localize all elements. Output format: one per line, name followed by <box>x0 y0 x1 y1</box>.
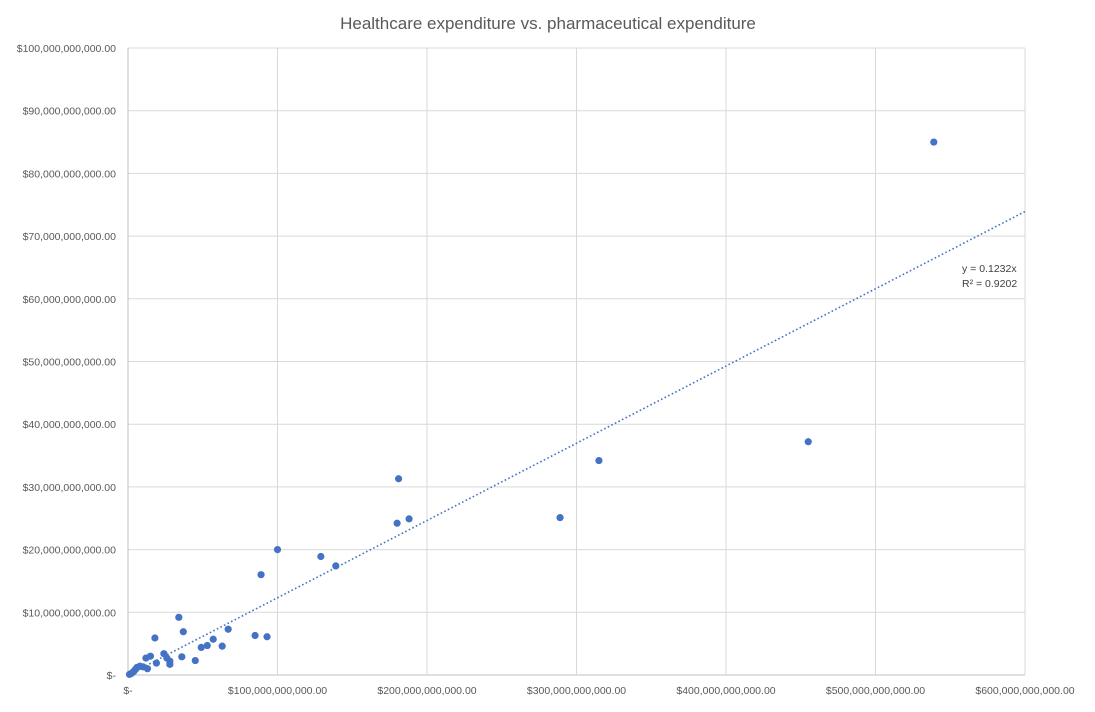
data-point <box>151 634 159 642</box>
data-point <box>197 643 205 652</box>
trendline-r-squared: R² = 0.9202 <box>962 278 1017 290</box>
data-point <box>218 642 226 650</box>
data-point <box>160 650 168 658</box>
x-tick-label: $- <box>123 685 133 697</box>
data-point <box>556 514 564 522</box>
trendline-equation: y = 0.1232x <box>962 263 1017 275</box>
data-point <box>317 552 325 561</box>
y-tick-label: $70,000,000,000.00 <box>23 231 117 243</box>
x-tick-label: $100,000,000,000.00 <box>228 685 327 697</box>
y-tick-label: $90,000,000,000.00 <box>23 106 117 118</box>
x-tick-label: $600,000,000,000.00 <box>975 685 1074 697</box>
data-point <box>257 571 265 579</box>
y-tick-label: $- <box>107 670 117 682</box>
y-tick-label: $50,000,000,000.00 <box>23 357 117 369</box>
data-point <box>142 654 150 662</box>
data-point <box>224 625 232 633</box>
y-tick-label: $80,000,000,000.00 <box>23 168 117 180</box>
data-point <box>394 475 403 483</box>
trendline <box>127 210 1026 676</box>
data-point <box>209 635 217 643</box>
data-point <box>178 653 186 661</box>
data-point <box>393 519 401 527</box>
data-point <box>930 138 938 146</box>
data-point <box>332 562 340 570</box>
data-point <box>152 659 161 667</box>
x-tick-label: $400,000,000,000.00 <box>676 685 775 697</box>
x-tick-label: $300,000,000,000.00 <box>527 685 626 697</box>
data-point <box>191 656 199 665</box>
data-points <box>125 138 938 678</box>
data-point <box>263 633 271 641</box>
y-tick-label: $60,000,000,000.00 <box>23 294 117 306</box>
data-point <box>273 546 282 554</box>
data-point <box>804 438 812 446</box>
data-point <box>405 515 413 523</box>
data-point <box>179 628 187 636</box>
y-tick-label: $40,000,000,000.00 <box>23 419 117 431</box>
data-point <box>251 631 259 640</box>
y-tick-label: $100,000,000,000.00 <box>17 43 116 55</box>
chart-title: Healthcare expenditure vs. pharmaceutica… <box>340 14 756 33</box>
x-tick-label: $200,000,000,000.00 <box>377 685 476 697</box>
y-tick-label: $10,000,000,000.00 <box>23 607 117 619</box>
trendline-layer <box>127 210 1026 676</box>
y-tick-label: $30,000,000,000.00 <box>23 482 117 494</box>
data-point <box>595 456 603 465</box>
data-point <box>175 613 183 621</box>
axis-labels: $- $10,000,000,000.00 $20,000,000,000.00 $3… <box>17 43 1075 697</box>
y-tick-label: $20,000,000,000.00 <box>23 545 117 557</box>
data-point <box>125 670 134 678</box>
grid-layer <box>127 47 1026 676</box>
data-point <box>203 641 211 650</box>
x-tick-label: $500,000,000,000.00 <box>826 685 925 697</box>
